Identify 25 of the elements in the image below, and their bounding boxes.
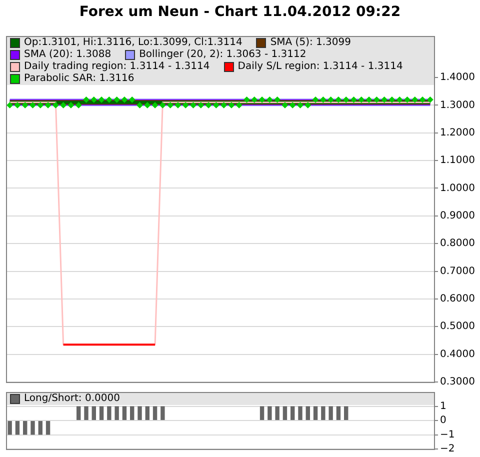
- y-tick-label: 0.9000: [440, 210, 475, 222]
- y-tick-label: −2: [440, 444, 455, 455]
- y-tick-label: 1.3000: [440, 100, 475, 111]
- legend-label: SMA (20): 1.3088: [24, 49, 112, 61]
- y-tick-label: 1.2000: [440, 127, 475, 138]
- y-tick-label: 0.5000: [440, 321, 475, 332]
- y-tick-label: 1.0000: [440, 182, 475, 194]
- y-tick-label: 0: [440, 415, 446, 426]
- legend-label: Bollinger (20, 2): 1.3063 - 1.3112: [139, 49, 306, 61]
- chart-title: Forex um Neun - Chart 11.04.2012 09:22: [78, 4, 402, 20]
- legend-label: Long/Short: 0.0000: [24, 393, 120, 405]
- y-tick-label: 0.7000: [440, 266, 475, 277]
- legend-label: Daily S/L region: 1.3114 - 1.3114: [238, 61, 403, 73]
- y-tick-label: 0.3000: [440, 376, 475, 388]
- y-tick-label: 1: [440, 400, 446, 412]
- y-tick-label: 0.6000: [440, 294, 475, 305]
- legend-label: SMA (5): 1.3099: [270, 37, 352, 49]
- y-tick-label: 1.1000: [440, 155, 475, 166]
- legend-label: Op:1.3101, Hi:1.3116, Lo:1.3099, Cl:1.3114: [24, 37, 242, 49]
- legend-label: Parabolic SAR: 1.3116: [24, 73, 134, 85]
- y-tick-label: 0.4000: [440, 348, 475, 360]
- legend-label: Daily trading region: 1.3114 - 1.3114: [24, 61, 210, 73]
- y-tick-label: 1.4000: [440, 72, 475, 84]
- y-tick-label: 0.8000: [440, 238, 475, 250]
- y-tick-label: −1: [440, 429, 455, 440]
